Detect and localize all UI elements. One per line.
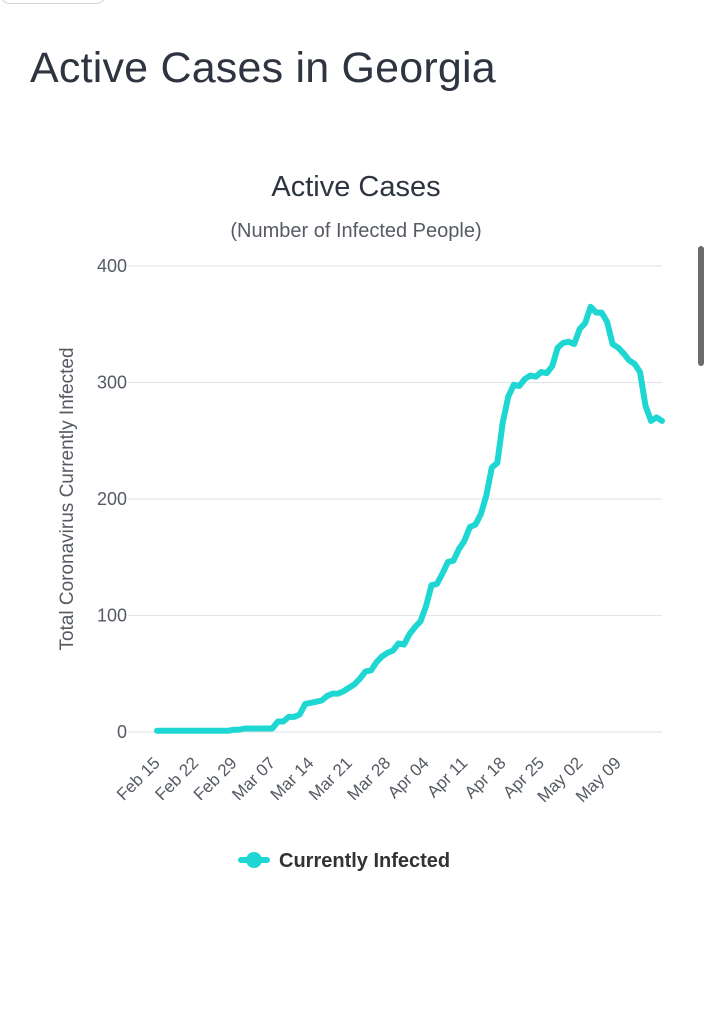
y-tick-label-200: 200	[97, 489, 127, 509]
series-line-currently-infected	[154, 303, 665, 734]
x-tick-label: Apr 04	[384, 753, 433, 802]
y-axis-title: Total Coronavirus Currently Infected	[57, 347, 78, 650]
legend-label-currently-infected[interactable]: Currently Infected	[279, 850, 450, 872]
chart-title: Active Cases	[271, 171, 440, 203]
legend[interactable]: Currently Infected	[238, 850, 450, 872]
scrollbar[interactable]	[698, 246, 704, 366]
y-axis-labels: 0 100 200 300 400	[97, 256, 127, 742]
x-tick-label: Mar 28	[344, 753, 395, 804]
x-tick-label: Apr 11	[423, 753, 471, 801]
series-layer	[154, 303, 665, 734]
legend-swatch-marker	[246, 852, 262, 868]
x-tick-label: Apr 18	[461, 753, 510, 802]
y-tick-label-0: 0	[117, 722, 127, 742]
y-tick-label-100: 100	[97, 606, 127, 626]
grid-layer	[128, 265, 662, 733]
page-title: Active Cases in Georgia	[30, 44, 496, 92]
chart-subtitle: (Number of Infected People)	[230, 220, 481, 242]
y-tick-label-300: 300	[97, 373, 127, 393]
y-tick-label-400: 400	[97, 256, 127, 276]
